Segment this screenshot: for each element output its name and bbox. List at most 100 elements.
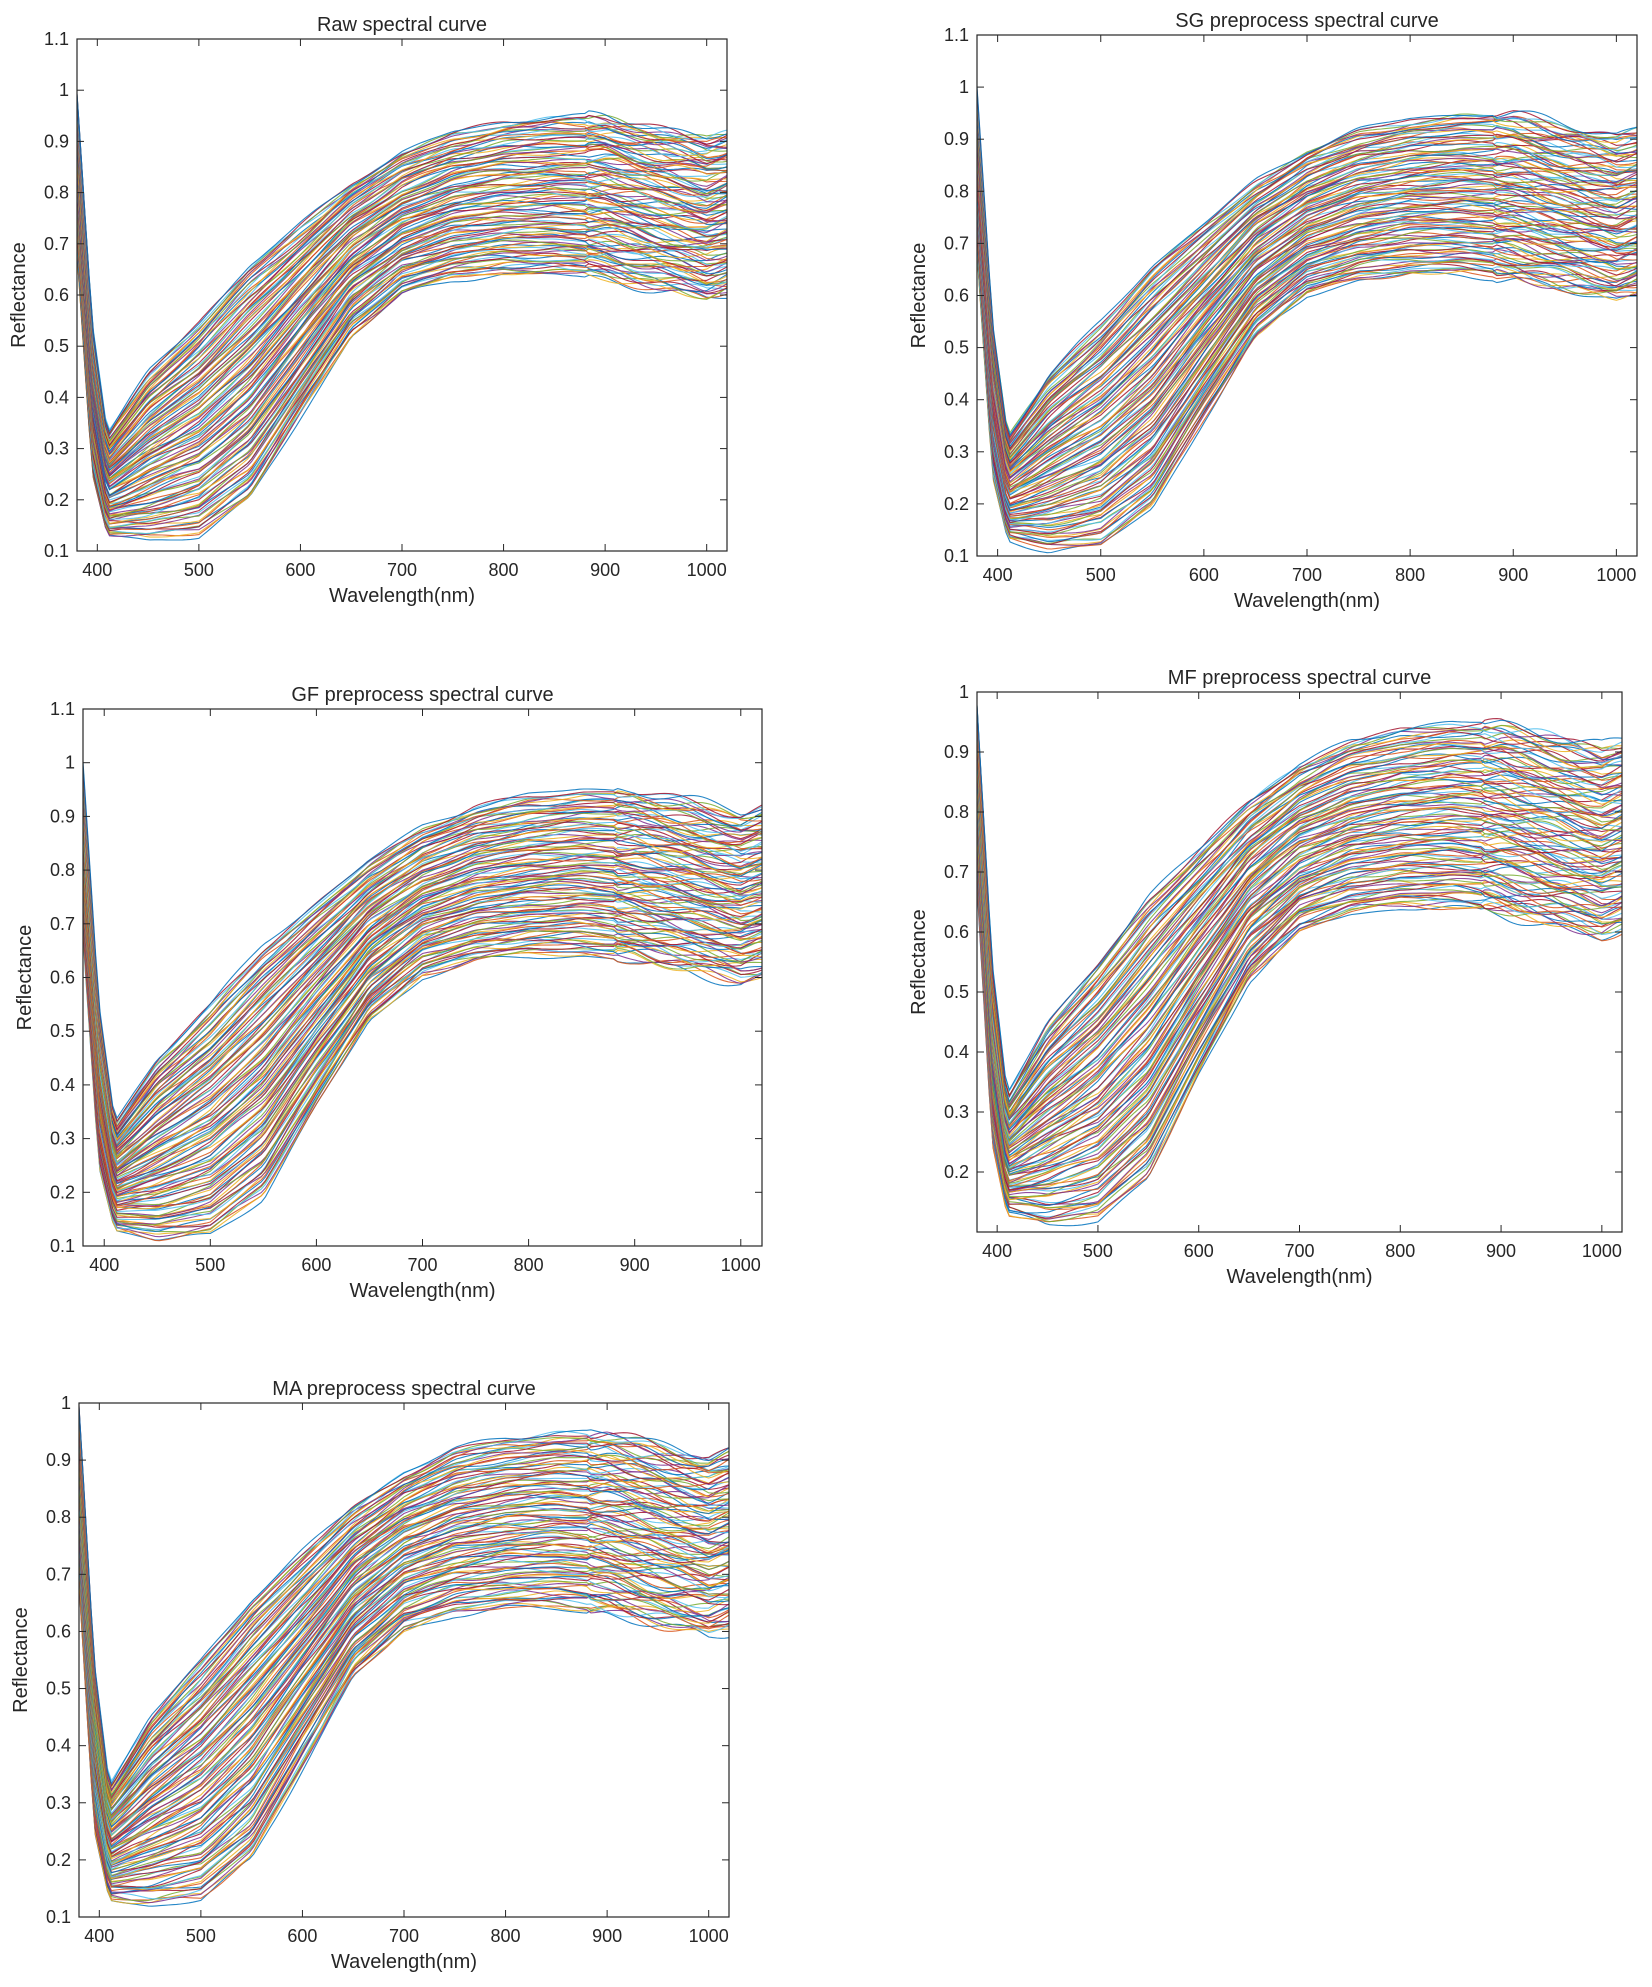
spectral-curve (83, 797, 762, 1140)
y-tick-label: 0.8 (944, 802, 969, 822)
spectral-curve (83, 928, 762, 1238)
y-tick-label: 1 (61, 1393, 71, 1413)
x-tick-label: 500 (195, 1255, 225, 1275)
spectral-curve (977, 222, 1637, 526)
spectral-curve (77, 224, 727, 517)
y-tick-label: 0.2 (50, 1182, 75, 1202)
spectral-curve (977, 829, 1622, 1174)
x-tick-label: 700 (1292, 565, 1322, 585)
y-tick-label: 0.5 (44, 336, 69, 356)
spectral-curve (977, 172, 1637, 492)
spectral-curve (83, 927, 762, 1228)
y-tick-label: 0.6 (44, 285, 69, 305)
x-tick-label: 500 (184, 560, 214, 580)
y-tick-label: 0.3 (944, 442, 969, 462)
y-tick-label: 0.7 (944, 862, 969, 882)
spectral-curve (83, 875, 762, 1190)
spectral-curve (977, 188, 1637, 500)
y-tick-label: 0.8 (44, 183, 69, 203)
spectral-curve (77, 172, 727, 488)
spectral-curve (977, 149, 1637, 473)
y-tick-label: 1.1 (44, 29, 69, 49)
y-tick-label: 0.6 (944, 922, 969, 942)
y-axis-label: Reflectance (8, 242, 30, 348)
spectral-curve (977, 212, 1637, 514)
spectral-curve (977, 856, 1622, 1198)
spectral-curve (79, 1514, 729, 1860)
spectral-curve (977, 705, 1622, 1097)
spectral-curve (977, 149, 1637, 479)
spectral-curve (83, 857, 762, 1179)
subplot-1: 400 500 600 700 800 900 1000 0.1 0.2 0.3 0.4 0.5 0.6… (8, 14, 728, 607)
spectral-curve (77, 152, 727, 470)
spectral-curve (77, 160, 727, 477)
y-tick-label: 0.7 (44, 234, 69, 254)
spectral-curve (77, 93, 727, 433)
spectral-curve (79, 1564, 729, 1888)
spectral-curve (977, 228, 1637, 524)
spectral-curve (83, 936, 762, 1241)
spectral-curve (79, 1408, 729, 1788)
y-tick-label: 0.3 (50, 1129, 75, 1149)
spectral-curve (77, 176, 727, 491)
subplot-4: 400 500 600 700 800 900 1000 0.2 0.3 0.4 0.5 0.6 0.7… (908, 667, 1623, 1288)
spectral-curve (83, 917, 762, 1221)
spectral-curve (977, 792, 1622, 1152)
spectral-curve (977, 127, 1637, 462)
spectral-curve (977, 794, 1622, 1154)
spectral-lines (77, 93, 727, 541)
spectral-curve (977, 820, 1622, 1173)
spectral-curve (83, 875, 762, 1191)
spectral-lines (83, 761, 762, 1242)
spectral-curve (77, 231, 727, 521)
spectral-curve (83, 908, 762, 1217)
spectral-curve (83, 933, 762, 1235)
spectral-curve (79, 1523, 729, 1858)
spectral-curve (79, 1465, 729, 1822)
spectral-curve (977, 731, 1622, 1109)
y-tick-label: 0.6 (50, 968, 75, 988)
y-tick-label: 0.3 (46, 1793, 71, 1813)
y-tick-label: 0.4 (944, 390, 969, 410)
x-tick-label: 500 (1086, 565, 1116, 585)
spectral-curve (977, 158, 1637, 480)
spectral-curve (977, 88, 1637, 440)
spectral-curve (977, 837, 1622, 1183)
x-tick-label: 900 (592, 1926, 622, 1946)
spectral-curve (77, 195, 727, 497)
spectral-curve (977, 866, 1622, 1204)
chart-title: SG preprocess spectral curve (1175, 10, 1438, 32)
spectral-curve (977, 140, 1637, 468)
spectral-curve (79, 1456, 729, 1818)
y-tick-label: 0.5 (944, 982, 969, 1002)
spectral-curve (79, 1501, 729, 1846)
y-tick-label: 0.8 (46, 1507, 71, 1527)
spectral-curve (977, 768, 1622, 1134)
spectral-curve (79, 1572, 729, 1892)
spectral-curve (83, 885, 762, 1198)
spectral-curve (977, 164, 1637, 484)
spectral-curve (977, 249, 1637, 550)
spectral-curve (77, 98, 727, 436)
y-axis-label: Reflectance (908, 909, 930, 1015)
y-axis-label: Reflectance (14, 925, 36, 1031)
spectral-curve (79, 1417, 729, 1797)
spectral-curve (977, 750, 1622, 1121)
spectral-curve (79, 1492, 729, 1843)
spectral-curve (977, 860, 1622, 1196)
spectral-curve (977, 829, 1622, 1182)
spectral-curve (77, 204, 727, 505)
spectral-curve (977, 716, 1622, 1098)
x-axis-label: Wavelength(nm) (331, 1951, 477, 1973)
spectral-curve (977, 757, 1622, 1129)
spectral-curve (83, 803, 762, 1146)
spectral-curve (77, 149, 727, 470)
spectral-curve (83, 890, 762, 1207)
spectral-curve (79, 1540, 729, 1869)
spectral-curve (977, 154, 1637, 477)
spectral-curve (77, 240, 727, 530)
y-tick-label: 0.6 (46, 1621, 71, 1641)
spectral-curve (77, 182, 727, 490)
spectral-curve (977, 86, 1637, 437)
